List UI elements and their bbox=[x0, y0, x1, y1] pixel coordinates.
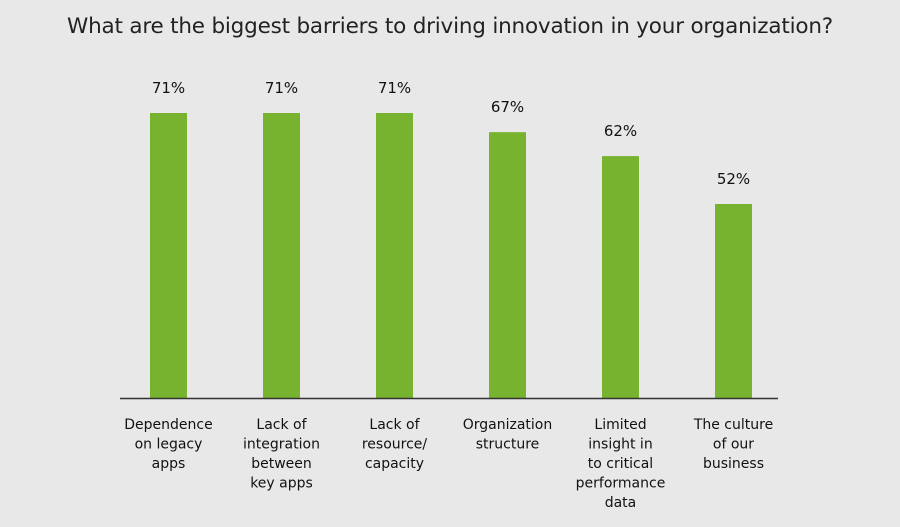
category-label-line: capacity bbox=[365, 456, 424, 472]
category-label-line: insight in bbox=[588, 437, 652, 453]
category-labels-group: Dependence on legacy apps Lack of integratio… bbox=[124, 417, 773, 511]
category-label-line: key apps bbox=[250, 476, 313, 492]
value-label-4: 67% bbox=[491, 98, 524, 116]
category-label-5: Limited insight in to critical performance d… bbox=[576, 417, 666, 511]
bars-group bbox=[150, 113, 752, 398]
category-label-line: Dependence bbox=[124, 417, 212, 433]
bar-4 bbox=[489, 132, 526, 398]
category-label-line: structure bbox=[476, 437, 540, 453]
category-label-line: performance bbox=[576, 476, 666, 492]
bar-1 bbox=[150, 113, 187, 398]
value-label-2: 71% bbox=[265, 79, 298, 97]
category-label-line: to critical bbox=[588, 456, 653, 472]
value-label-1: 71% bbox=[152, 79, 185, 97]
value-labels-group: 71% 71% 71% 67% 62% 52% bbox=[152, 79, 750, 188]
value-label-5: 62% bbox=[604, 122, 637, 140]
category-label-line: resource/ bbox=[362, 437, 428, 453]
category-label-6: The culture of our business bbox=[693, 417, 773, 472]
category-label-line: data bbox=[605, 495, 637, 511]
category-label-line: Lack of bbox=[256, 417, 307, 433]
bar-6 bbox=[715, 204, 752, 398]
category-label-line: The culture bbox=[693, 417, 773, 433]
category-label-line: business bbox=[703, 456, 764, 472]
category-label-line: of our bbox=[713, 437, 754, 453]
category-label-3: Lack of resource/capacity bbox=[362, 417, 428, 472]
value-label-6: 52% bbox=[717, 170, 750, 188]
bar-3 bbox=[376, 113, 413, 398]
category-label-line: Limited bbox=[594, 417, 646, 433]
value-label-3: 71% bbox=[378, 79, 411, 97]
category-label-2: Lack of integration between key apps bbox=[243, 417, 320, 492]
category-label-line: Organization bbox=[463, 417, 553, 433]
category-label-line: Lack of bbox=[369, 417, 420, 433]
bar-5 bbox=[602, 156, 639, 398]
category-label-line: apps bbox=[152, 456, 186, 472]
bar-2 bbox=[263, 113, 300, 398]
chart-title: What are the biggest barriers to driving… bbox=[67, 14, 833, 39]
category-label-1: Dependence on legacy apps bbox=[124, 417, 212, 472]
category-label-line: on legacy bbox=[135, 437, 203, 453]
category-label-line: between bbox=[251, 456, 312, 472]
category-label-line: integration bbox=[243, 437, 320, 453]
category-label-4: Organization structure bbox=[463, 417, 553, 453]
